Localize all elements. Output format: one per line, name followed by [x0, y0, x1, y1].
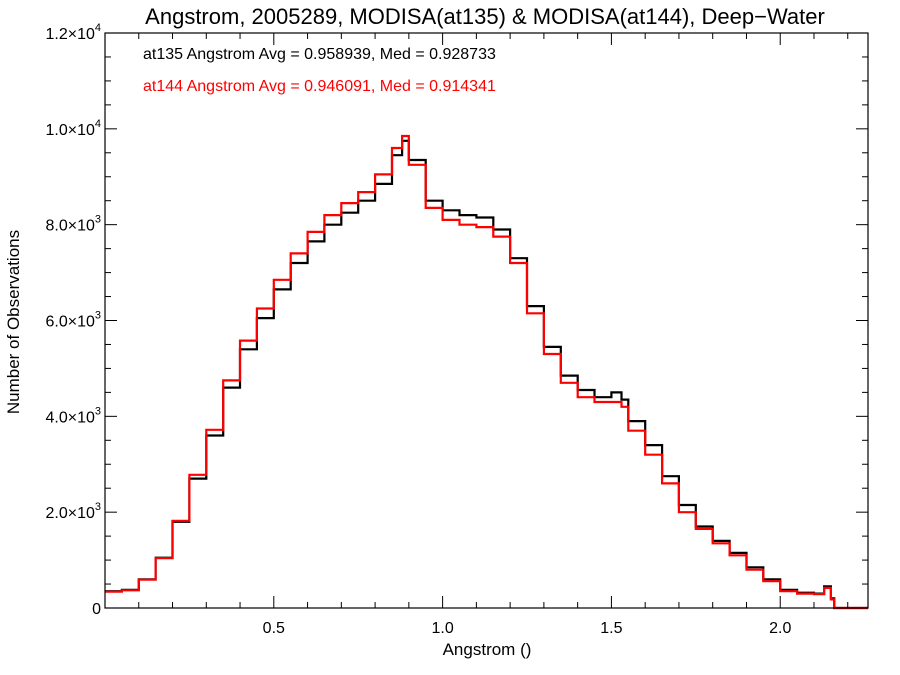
- y-tick-label-5: 1.0×104: [45, 118, 101, 139]
- y-axis-label: Number of Observations: [4, 230, 23, 414]
- y-tick-exponent-2: 3: [95, 405, 101, 417]
- y-tick-exponent-3: 3: [95, 310, 101, 322]
- x-tick-label-2: 1.5: [600, 620, 622, 637]
- plot-area: [105, 134, 868, 610]
- x-tick-label-0: 0.5: [263, 620, 285, 637]
- y-tick-exponent-6: 4: [95, 22, 101, 34]
- plot-frame: [104, 32, 869, 609]
- series-line-1: [105, 134, 868, 610]
- chart-title: Angstrom, 2005289, MODISA(at135) & MODIS…: [145, 4, 825, 29]
- annotation-at144: at144 Angstrom Avg = 0.946091, Med = 0.9…: [143, 78, 496, 95]
- y-tick-label-3: 6.0×103: [45, 310, 101, 331]
- y-tick-label-0: 0: [92, 601, 101, 618]
- y-tick-exponent-5: 4: [95, 118, 101, 130]
- x-axis-ticks: 0.5 1.0 1.5 2.0: [138, 33, 849, 637]
- annotation-at135: at135 Angstrom Avg = 0.958939, Med = 0.9…: [143, 46, 496, 63]
- series-line-0: [105, 139, 868, 610]
- x-tick-label-1: 1.0: [431, 620, 453, 637]
- x-axis-label: Angstrom (): [443, 640, 532, 659]
- y-tick-label-2: 4.0×103: [45, 405, 101, 426]
- y-axis-ticks: 0 2.0×103 4.0×103 6.0×103 8.0×103 1.0×104 1.2×…: [45, 22, 868, 618]
- y-tick-label-6: 1.2×104: [45, 22, 101, 43]
- y-tick-label-4: 8.0×103: [45, 214, 101, 235]
- x-tick-label-3: 2.0: [769, 620, 791, 637]
- y-tick-label-1: 2.0×103: [45, 501, 101, 522]
- y-tick-exponent-4: 3: [95, 214, 101, 226]
- y-tick-exponent-1: 3: [95, 501, 101, 513]
